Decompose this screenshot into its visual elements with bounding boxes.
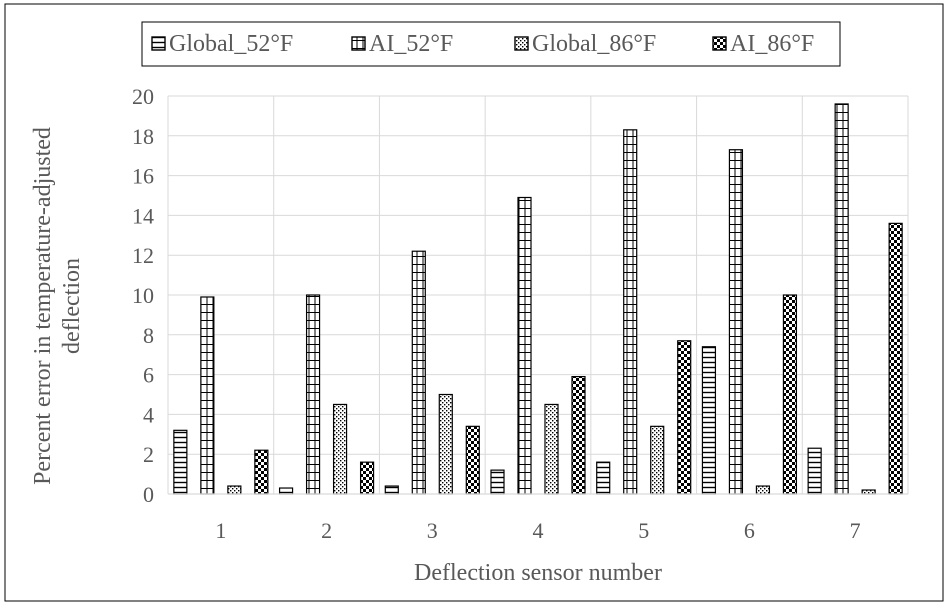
bar-dots-cat-4	[544, 403, 559, 495]
bar-grid-cat-3	[411, 250, 426, 495]
legend-label: Global_86°F	[532, 31, 656, 57]
legend-swatch-checkerboard	[712, 36, 727, 51]
y-tick-label: 12	[132, 243, 154, 268]
bar-grid-cat-6	[728, 149, 744, 495]
y-tick-label: 20	[132, 84, 154, 109]
bars	[173, 103, 903, 495]
bar-horizontal-lines-cat-2	[278, 487, 294, 495]
bar-checkerboard-cat-2	[359, 461, 375, 495]
y-tick-label: 18	[132, 124, 154, 149]
y-axis-label-line-2: deflection	[59, 258, 85, 354]
x-tick-label: 4	[533, 518, 544, 543]
bar-checkerboard-cat-1	[254, 449, 269, 495]
bar-horizontal-lines-cat-6	[701, 346, 717, 495]
y-tick-label: 14	[132, 203, 154, 228]
x-tick-label: 2	[321, 518, 332, 543]
bar-horizontal-lines-cat-7	[807, 447, 822, 495]
bar-grid-cat-5	[623, 129, 638, 495]
bar-dots-cat-6	[755, 485, 771, 495]
legend-label: Global_52°F	[169, 31, 293, 57]
bar-horizontal-lines-cat-5	[596, 461, 611, 495]
legend-label: AI_52°F	[369, 31, 453, 57]
bar-checkerboard-cat-6	[782, 294, 798, 495]
y-tick-label: 4	[143, 402, 154, 427]
legend-label: AI_86°F	[730, 31, 814, 57]
bar-dots-cat-5	[650, 425, 665, 495]
bar-checkerboard-cat-3	[465, 425, 480, 495]
bar-checkerboard-cat-4	[571, 375, 586, 495]
x-tick-label: 7	[850, 518, 861, 543]
bar-horizontal-lines-cat-4	[490, 469, 505, 495]
bar-grid-cat-1	[200, 296, 215, 495]
y-tick-label: 8	[143, 323, 154, 348]
bar-dots-cat-2	[332, 403, 348, 495]
x-axis-label: Deflection sensor number	[414, 560, 662, 586]
y-tick-label: 10	[132, 283, 154, 308]
y-axis-label-line-1: Percent error in temperature-adjusted	[30, 127, 56, 485]
bar-horizontal-lines-cat-1	[173, 429, 188, 495]
bar-grid-cat-2	[305, 294, 321, 495]
bar-checkerboard-cat-5	[677, 340, 692, 495]
bar-dots-cat-1	[227, 485, 242, 495]
y-tick-label: 16	[132, 164, 154, 189]
bar-grid-cat-7	[834, 103, 849, 495]
bar-horizontal-lines-cat-3	[384, 485, 399, 495]
y-tick-label: 0	[143, 482, 154, 507]
x-tick-label: 1	[215, 518, 226, 543]
bar-checkerboard-cat-7	[888, 222, 903, 495]
x-tick-label: 6	[744, 518, 755, 543]
x-tick-label: 5	[638, 518, 649, 543]
legend-swatch-horizontal-lines	[151, 36, 166, 51]
bar-dots-cat-3	[438, 393, 453, 495]
y-tick-label: 6	[143, 363, 154, 388]
legend-swatch-grid	[351, 36, 366, 51]
bar-grid-cat-4	[517, 196, 532, 495]
legend: Global_52°F AI_52°F Global_86°F AI_86°F	[141, 21, 841, 67]
legend-swatch-dots	[514, 36, 529, 51]
x-tick-label: 3	[427, 518, 438, 543]
y-tick-label: 2	[143, 442, 154, 467]
